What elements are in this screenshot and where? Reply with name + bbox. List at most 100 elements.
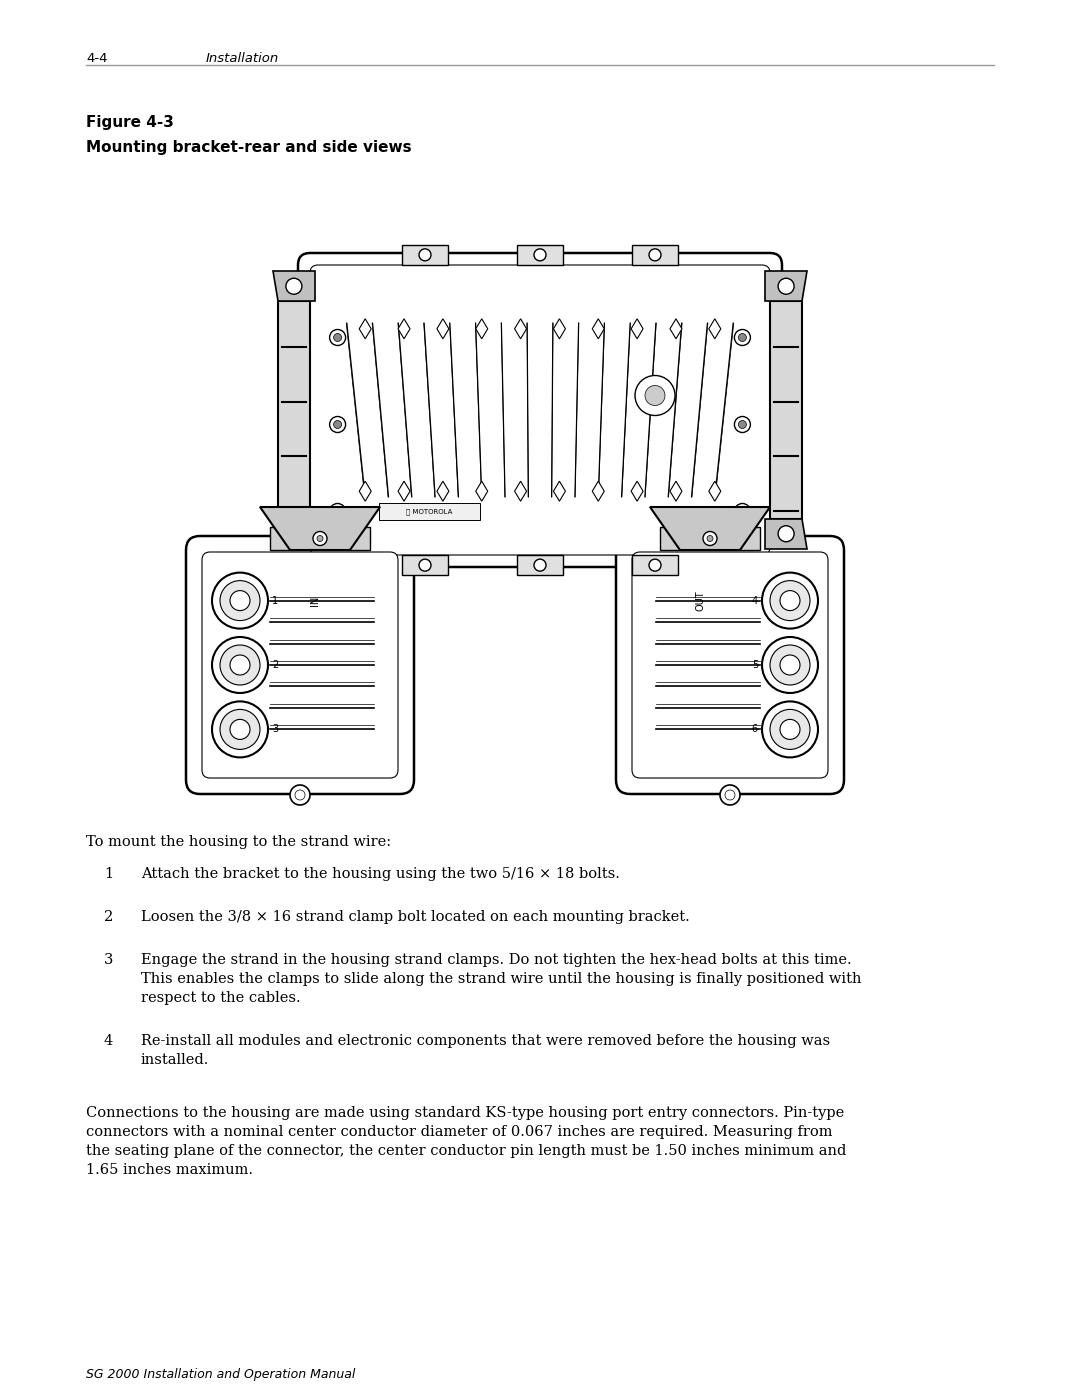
Circle shape: [725, 789, 735, 800]
Polygon shape: [631, 319, 643, 339]
Text: 3: 3: [104, 953, 113, 967]
Circle shape: [739, 507, 746, 515]
FancyBboxPatch shape: [632, 552, 828, 778]
Text: 5: 5: [752, 659, 758, 671]
Text: This enables the clamps to slide along the strand wire until the housing is fina: This enables the clamps to slide along t…: [141, 972, 862, 986]
Circle shape: [334, 420, 341, 429]
Polygon shape: [273, 518, 315, 549]
Circle shape: [778, 525, 794, 542]
Polygon shape: [360, 481, 372, 502]
Circle shape: [739, 334, 746, 341]
Circle shape: [329, 503, 346, 520]
Circle shape: [734, 330, 751, 345]
FancyBboxPatch shape: [298, 253, 782, 567]
Circle shape: [534, 559, 546, 571]
Circle shape: [734, 503, 751, 520]
Text: 4: 4: [104, 1034, 113, 1048]
Circle shape: [734, 416, 751, 433]
Circle shape: [212, 701, 268, 757]
Circle shape: [649, 559, 661, 571]
Circle shape: [635, 376, 675, 415]
Text: 3: 3: [272, 725, 279, 735]
Circle shape: [220, 710, 260, 749]
Text: SG 2000 Installation and Operation Manual: SG 2000 Installation and Operation Manua…: [86, 1368, 355, 1382]
Circle shape: [212, 573, 268, 629]
Circle shape: [286, 278, 302, 295]
Bar: [270, 527, 370, 550]
Text: the seating plane of the connector, the center conductor pin length must be 1.50: the seating plane of the connector, the …: [86, 1144, 847, 1158]
Circle shape: [770, 710, 810, 749]
Bar: [660, 527, 760, 550]
Circle shape: [703, 531, 717, 545]
Polygon shape: [273, 271, 315, 302]
Circle shape: [780, 719, 800, 739]
Polygon shape: [765, 518, 807, 549]
Polygon shape: [670, 319, 681, 339]
Circle shape: [313, 531, 327, 545]
Circle shape: [762, 573, 818, 629]
Circle shape: [329, 330, 346, 345]
Polygon shape: [437, 481, 449, 502]
Text: Loosen the 3/8 × 16 strand clamp bolt located on each mounting bracket.: Loosen the 3/8 × 16 strand clamp bolt lo…: [141, 909, 690, 923]
Bar: [379, 503, 481, 520]
Text: Attach the bracket to the housing using the two 5/16 × 18 bolts.: Attach the bracket to the housing using …: [141, 868, 620, 882]
Circle shape: [295, 789, 305, 800]
Polygon shape: [399, 481, 410, 502]
Text: 6: 6: [752, 725, 758, 735]
Bar: [632, 555, 678, 576]
Polygon shape: [631, 481, 643, 502]
Text: installed.: installed.: [141, 1053, 210, 1067]
Bar: [770, 302, 802, 518]
FancyBboxPatch shape: [186, 536, 414, 793]
FancyBboxPatch shape: [616, 536, 843, 793]
Circle shape: [329, 416, 346, 433]
Text: IN: IN: [310, 595, 320, 606]
Circle shape: [780, 591, 800, 610]
Text: 1.65 inches maximum.: 1.65 inches maximum.: [86, 1162, 253, 1178]
Text: To mount the housing to the strand wire:: To mount the housing to the strand wire:: [86, 835, 391, 849]
Circle shape: [739, 420, 746, 429]
Circle shape: [720, 785, 740, 805]
Polygon shape: [475, 481, 488, 502]
Circle shape: [334, 334, 341, 341]
Text: 4: 4: [752, 595, 758, 606]
Polygon shape: [708, 481, 720, 502]
Text: respect to the cables.: respect to the cables.: [141, 990, 300, 1004]
Text: 2: 2: [104, 909, 113, 923]
Circle shape: [778, 278, 794, 295]
Text: 2: 2: [272, 659, 279, 671]
Circle shape: [649, 249, 661, 261]
Polygon shape: [475, 319, 488, 339]
Circle shape: [291, 785, 310, 805]
Polygon shape: [437, 319, 449, 339]
Circle shape: [286, 525, 302, 542]
Text: 1: 1: [272, 595, 279, 606]
Text: connectors with a nominal center conductor diameter of 0.067 inches are required: connectors with a nominal center conduct…: [86, 1125, 833, 1139]
Circle shape: [762, 701, 818, 757]
Polygon shape: [399, 319, 410, 339]
Circle shape: [419, 559, 431, 571]
Text: Ⓜ MOTOROLA: Ⓜ MOTOROLA: [406, 509, 453, 515]
FancyBboxPatch shape: [310, 265, 770, 555]
Circle shape: [534, 249, 546, 261]
Circle shape: [220, 645, 260, 685]
Bar: [632, 244, 678, 265]
Circle shape: [762, 637, 818, 693]
Circle shape: [707, 535, 713, 542]
Text: 1: 1: [104, 868, 113, 882]
Bar: [402, 244, 448, 265]
Circle shape: [230, 655, 249, 675]
Circle shape: [318, 535, 323, 542]
Polygon shape: [765, 271, 807, 302]
Circle shape: [334, 507, 341, 515]
Circle shape: [212, 637, 268, 693]
FancyBboxPatch shape: [202, 552, 399, 778]
Bar: [278, 302, 310, 518]
Text: Re-install all modules and electronic components that were removed before the ho: Re-install all modules and electronic co…: [141, 1034, 831, 1048]
Circle shape: [770, 645, 810, 685]
Polygon shape: [708, 319, 720, 339]
Circle shape: [780, 655, 800, 675]
Circle shape: [220, 581, 260, 620]
Text: Connections to the housing are made using standard KS-type housing port entry co: Connections to the housing are made usin…: [86, 1106, 845, 1120]
Text: Installation: Installation: [206, 52, 280, 66]
